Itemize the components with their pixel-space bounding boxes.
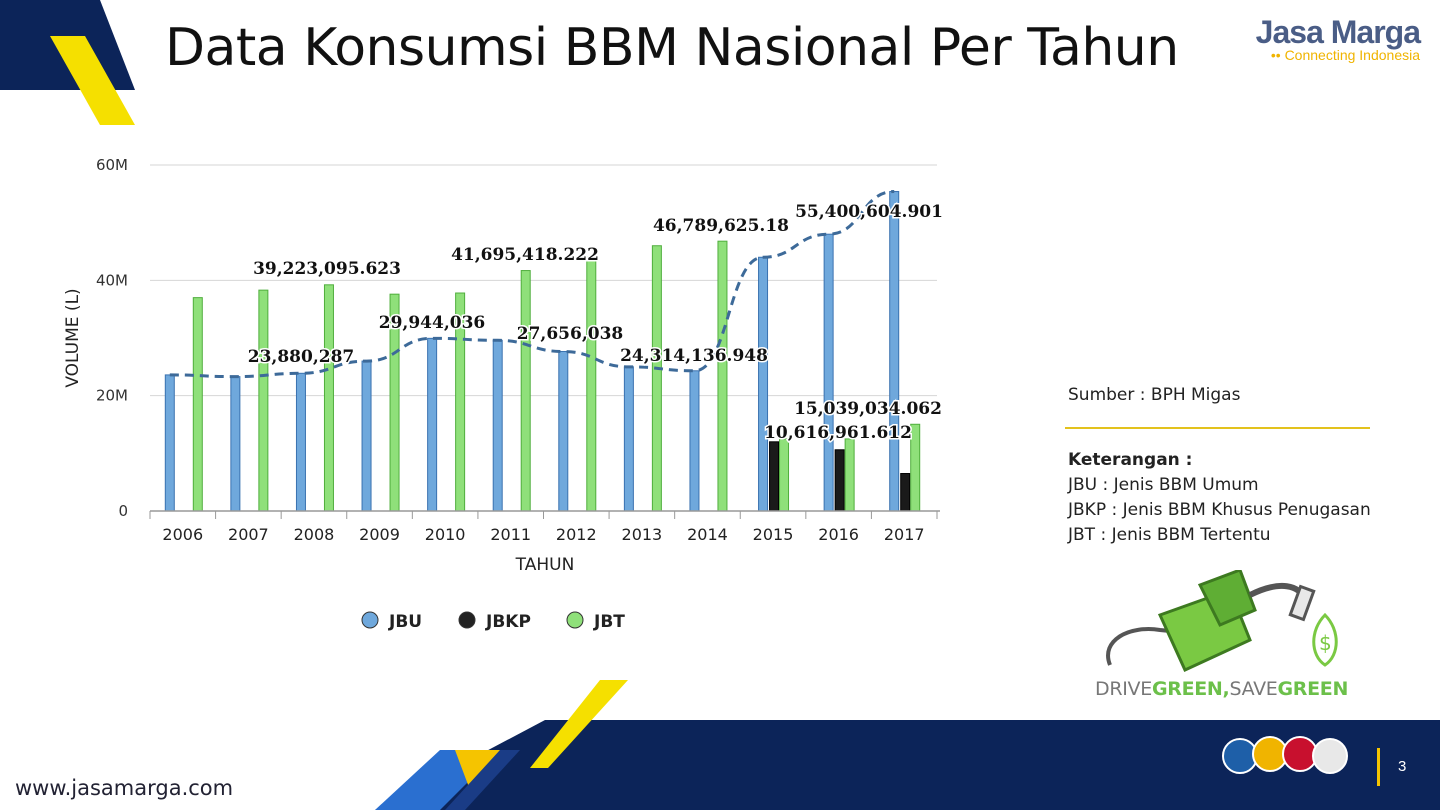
handshake-icon bbox=[1312, 738, 1348, 774]
bar-jbt-2015 bbox=[779, 438, 790, 512]
bar-jbkp-2015 bbox=[769, 441, 780, 512]
bar-jbt-2013 bbox=[651, 245, 662, 512]
source-text: Sumber : BPH Migas bbox=[1068, 385, 1241, 405]
bar-jbt-2012 bbox=[586, 256, 597, 512]
x-tick-label: 2016 bbox=[818, 525, 859, 544]
bar-jbkp-2017 bbox=[900, 473, 911, 512]
bar-jbt-2007 bbox=[258, 289, 269, 512]
legend-label-jbt: JBT bbox=[593, 612, 625, 632]
bar-jbt-2016 bbox=[844, 438, 855, 512]
bar-jbu-2014 bbox=[689, 370, 700, 512]
corner-decoration bbox=[0, 0, 135, 125]
helmet-icon bbox=[1252, 736, 1288, 772]
legend-marker-jbkp bbox=[458, 611, 476, 629]
brand-name: Jasa Marga bbox=[1255, 14, 1421, 50]
legend-item-jbu: JBU : Jenis BBM Umum bbox=[1068, 475, 1259, 495]
x-tick-label: 2011 bbox=[490, 525, 531, 544]
page-title: Data Konsumsi BBM Nasional Per Tahun bbox=[165, 18, 1179, 78]
bbm-consumption-chart: 39,223,095.623 23,880,287 29,944,036 41,695… bbox=[63, 156, 944, 632]
bar-jbu-2017 bbox=[889, 191, 900, 512]
bar-jbu-2009 bbox=[361, 360, 372, 512]
fuel-pump-icon: $ bbox=[1106, 570, 1338, 672]
bar-jbt-2014 bbox=[717, 240, 728, 512]
y-tick-label: 0 bbox=[118, 502, 128, 520]
y-tick-label: 40M bbox=[96, 271, 128, 289]
data-label: 15,039,034.062 bbox=[794, 399, 942, 419]
page-number: 3 bbox=[1398, 758, 1407, 775]
x-tick-label: 2009 bbox=[359, 525, 400, 544]
bar-jbt-2006 bbox=[192, 297, 203, 512]
data-label: 24,314,136.948 bbox=[620, 346, 768, 366]
x-tick-label: 2017 bbox=[884, 525, 925, 544]
bar-jbt-2008 bbox=[323, 284, 334, 512]
x-tick-label: 2012 bbox=[556, 525, 597, 544]
x-tick-label: 2015 bbox=[753, 525, 794, 544]
data-label: 41,695,418.222 bbox=[451, 245, 599, 265]
data-label: 23,880,287 bbox=[248, 347, 354, 367]
legend-label-jbkp: JBKP bbox=[485, 612, 531, 632]
bar-jbu-2015 bbox=[758, 256, 769, 512]
legend-marker-jbt bbox=[566, 611, 584, 629]
x-tick-label: 2010 bbox=[425, 525, 466, 544]
footer-band bbox=[375, 680, 1440, 810]
legend-title: Keterangan : bbox=[1068, 450, 1193, 470]
data-label: 27,656,038 bbox=[517, 324, 623, 344]
brand-tagline: •• Connecting Indonesia bbox=[1270, 47, 1420, 63]
divider bbox=[1065, 427, 1370, 429]
bar-jbu-2007 bbox=[230, 376, 241, 512]
legend-label-jbu: JBU bbox=[388, 612, 422, 632]
campaign-tagline: DRIVEGREEN,SAVEGREEN bbox=[1095, 678, 1349, 700]
data-label: 29,944,036 bbox=[379, 313, 485, 333]
bar-jbu-2008 bbox=[295, 372, 306, 512]
bar-jbu-2016 bbox=[823, 233, 834, 512]
y-tick-label: 60M bbox=[96, 156, 128, 174]
x-tick-label: 2014 bbox=[687, 525, 728, 544]
y-tick-label: 20M bbox=[96, 387, 128, 405]
x-axis-title: TAHUN bbox=[515, 555, 575, 575]
bar-jbu-2013 bbox=[623, 366, 634, 512]
x-tick-label: 2006 bbox=[162, 525, 203, 544]
brand-logo: Jasa Marga •• Connecting Indonesia bbox=[1240, 14, 1421, 63]
svg-text:$: $ bbox=[1319, 631, 1332, 655]
x-tick-label: 2007 bbox=[228, 525, 269, 544]
bar-jbu-2010 bbox=[427, 337, 438, 512]
data-label: 39,223,095.623 bbox=[253, 259, 401, 279]
x-tick-label: 2013 bbox=[622, 525, 663, 544]
page-divider bbox=[1377, 748, 1380, 786]
data-label: 55,400,604.901 bbox=[795, 202, 943, 222]
bar-jbt-2017 bbox=[910, 423, 921, 512]
bar-jbt-2011 bbox=[520, 270, 531, 512]
legend-item-jbt: JBT : Jenis BBM Tertentu bbox=[1068, 525, 1271, 545]
bar-jbu-2012 bbox=[558, 351, 569, 512]
x-tick-label: 2008 bbox=[294, 525, 335, 544]
data-label: 10,616,961.612 bbox=[764, 423, 912, 443]
legend-marker-jbu bbox=[361, 611, 379, 629]
bar-jbu-2011 bbox=[492, 339, 503, 512]
bar-jbu-2006 bbox=[164, 374, 175, 512]
y-axis-title: VOLUME (L) bbox=[63, 288, 83, 387]
legend-item-jbkp: JBKP : Jenis BBM Khusus Penugasan bbox=[1068, 500, 1371, 520]
trend-line-jbu bbox=[169, 190, 895, 379]
bar-jbkp-2016 bbox=[834, 449, 845, 512]
website-link[interactable]: www.jasamarga.com bbox=[15, 776, 234, 800]
data-label: 46,789,625.18 bbox=[653, 216, 789, 236]
